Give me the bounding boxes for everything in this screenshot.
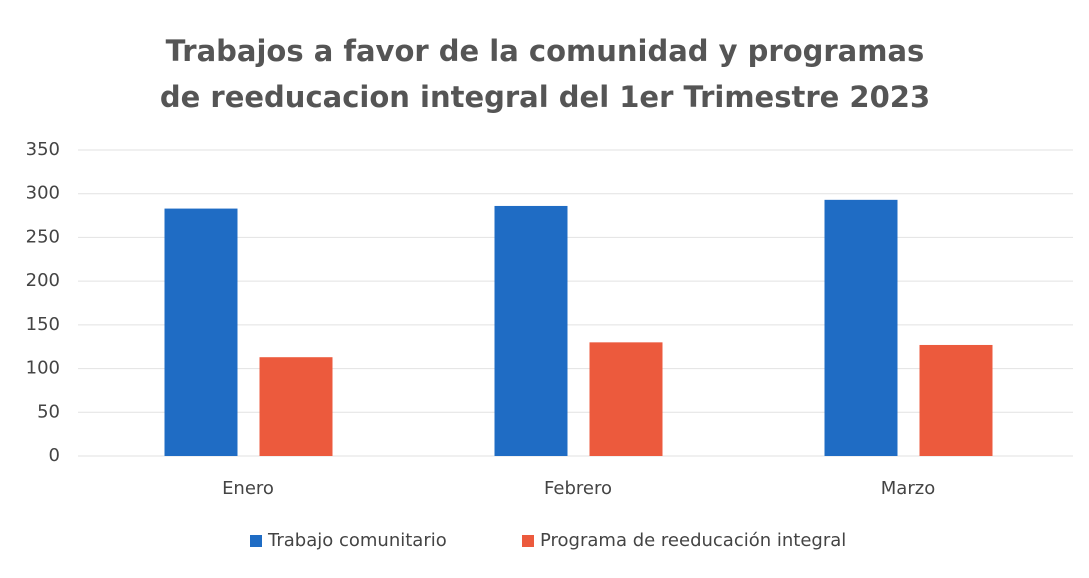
- y-tick-label: 0: [49, 445, 60, 466]
- legend-swatch: [522, 535, 534, 547]
- y-tick-label: 50: [37, 401, 60, 422]
- y-tick-label: 250: [26, 226, 60, 247]
- legend-swatch: [250, 535, 262, 547]
- bar: [589, 342, 663, 456]
- x-tick-label: Febrero: [544, 478, 612, 499]
- bar: [164, 208, 238, 456]
- chart-title: Trabajos a favor de la comunidad y progr…: [159, 34, 931, 114]
- bar: [494, 205, 568, 456]
- y-tick-label: 100: [26, 358, 60, 379]
- x-tick-label: Enero: [222, 478, 274, 499]
- bar: [824, 199, 898, 456]
- y-tick-label: 200: [26, 270, 60, 291]
- y-tick-label: 150: [26, 314, 60, 335]
- x-tick-label: Marzo: [881, 478, 935, 499]
- legend-label: Programa de reeducación integral: [540, 530, 846, 551]
- bar: [259, 357, 333, 456]
- legend-label: Trabajo comunitario: [267, 530, 447, 551]
- y-tick-label: 300: [26, 183, 60, 204]
- y-tick-label: 350: [26, 139, 60, 160]
- bar: [919, 344, 993, 456]
